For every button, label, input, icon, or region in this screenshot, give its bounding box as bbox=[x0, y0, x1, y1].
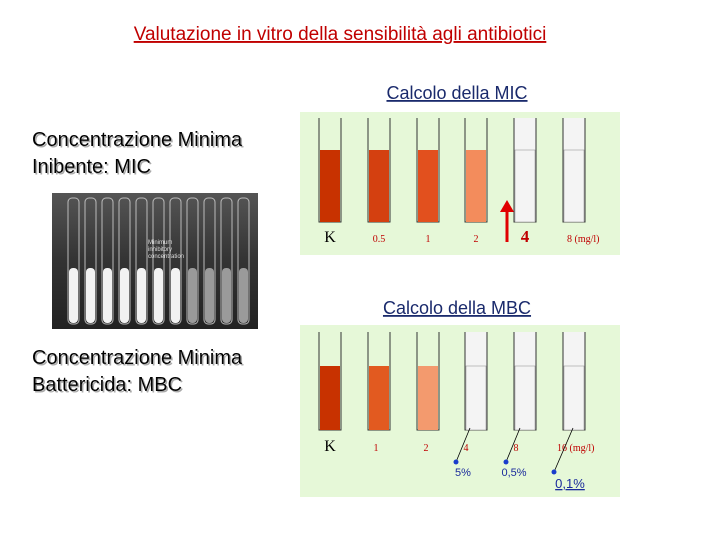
photo-liquid bbox=[239, 268, 248, 323]
photo-liquid bbox=[188, 268, 197, 323]
tube-liquid bbox=[369, 150, 389, 222]
mbc-heading: Calcolo della MBC bbox=[383, 298, 531, 318]
photo-liquid bbox=[103, 268, 112, 323]
photo-liquid bbox=[120, 268, 129, 323]
subculture-arrowhead bbox=[503, 459, 509, 465]
subculture-arrowhead bbox=[551, 469, 557, 475]
subculture-label: 5% bbox=[455, 467, 471, 479]
photo-tube bbox=[84, 197, 97, 325]
tube-label: 1 bbox=[374, 443, 379, 454]
tube-liquid bbox=[320, 150, 340, 222]
mic-arrowhead bbox=[500, 200, 514, 212]
photo-tube bbox=[118, 197, 131, 325]
tube-label: 8 (mg/l) bbox=[567, 234, 600, 245]
mic-definition: Concentrazione Minima bbox=[32, 129, 243, 151]
photo-tube bbox=[220, 197, 233, 325]
tube-label: 1 bbox=[426, 234, 431, 245]
photo: Minimum inhibitory concentration bbox=[52, 193, 258, 329]
photo-liquid bbox=[222, 268, 231, 323]
tube-empty bbox=[514, 149, 536, 223]
photo-caption: Minimum bbox=[148, 240, 172, 246]
tube-label: K bbox=[324, 229, 336, 246]
photo-liquid bbox=[86, 268, 95, 323]
tube-empty bbox=[563, 149, 585, 223]
photo-liquid bbox=[137, 268, 146, 323]
tube-label: K bbox=[324, 438, 336, 455]
photo-tube bbox=[169, 197, 182, 325]
mbc-definition: Concentrazione Minima bbox=[32, 347, 243, 369]
tube-label: 4 bbox=[464, 443, 469, 454]
tube-liquid bbox=[369, 366, 389, 430]
tube-liquid bbox=[466, 150, 486, 222]
tube-liquid bbox=[418, 150, 438, 222]
mbc-definition: Battericida: MBC bbox=[32, 374, 182, 396]
subculture-arrow bbox=[505, 427, 521, 463]
photo-tube bbox=[203, 197, 216, 325]
subculture-label: 0,5% bbox=[501, 467, 526, 479]
mic-heading: Calcolo della MIC bbox=[386, 83, 527, 103]
photo-caption: inhibitory bbox=[148, 247, 172, 253]
photo-liquid bbox=[171, 268, 180, 323]
photo-tube bbox=[237, 197, 250, 325]
photo-tube bbox=[152, 197, 165, 325]
mic-definition: Inibente: MIC bbox=[32, 156, 151, 178]
subculture-arrow bbox=[553, 427, 574, 473]
subculture-label: 0,1% bbox=[555, 476, 585, 491]
tube-empty bbox=[514, 365, 536, 431]
subculture-arrowhead bbox=[453, 459, 459, 465]
tube-label: 8 bbox=[514, 443, 519, 454]
tube-label: 0.5 bbox=[373, 234, 386, 245]
tube-liquid bbox=[320, 366, 340, 430]
photo-tube bbox=[67, 197, 80, 325]
tube-liquid bbox=[418, 366, 438, 430]
photo-tube bbox=[101, 197, 114, 325]
photo-tube bbox=[186, 197, 199, 325]
photo-caption: concentration bbox=[148, 254, 184, 260]
photo-liquid bbox=[154, 268, 163, 323]
tube-label: 4 bbox=[521, 227, 530, 246]
photo-liquid bbox=[69, 268, 78, 323]
tube-label: 16 (mg/l) bbox=[557, 443, 595, 454]
photo-liquid bbox=[205, 268, 214, 323]
photo-tube bbox=[135, 197, 148, 325]
tube-label: 2 bbox=[474, 234, 479, 245]
slide-title: Valutazione in vitro della sensibilità a… bbox=[134, 24, 547, 45]
tube-empty bbox=[563, 365, 585, 431]
subculture-arrow bbox=[455, 427, 471, 463]
tube-empty bbox=[465, 365, 487, 431]
tube-label: 2 bbox=[424, 443, 429, 454]
